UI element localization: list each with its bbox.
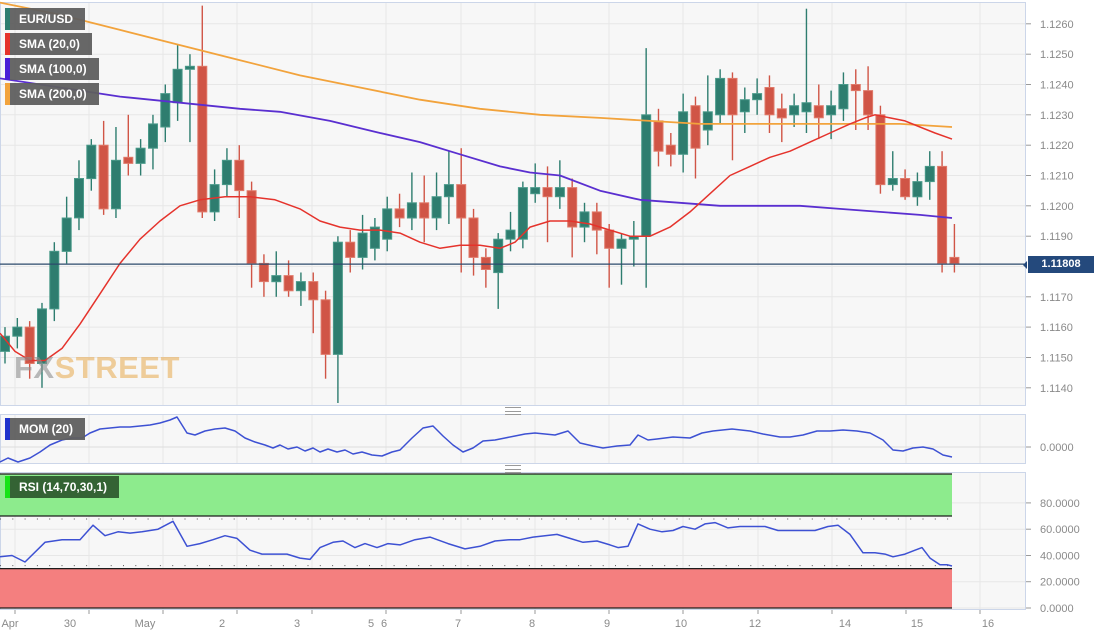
sma100-line — [0, 77, 953, 219]
legend-rsi[interactable]: RSI (14,70,30,1) — [5, 476, 120, 498]
sma20-color-swatch — [5, 33, 10, 55]
legend-mom[interactable]: MOM (20) — [5, 418, 85, 440]
rsi-axis-label: 20.0000 — [1040, 577, 1080, 589]
x-axis-label: 15 — [911, 618, 923, 630]
x-axis-label: 6 — [381, 618, 387, 630]
candlestick-series — [0, 5, 960, 403]
panel-bg-0 — [0, 2, 1026, 406]
price-axis-label: 1.1250 — [1040, 49, 1074, 61]
rsi-color-swatch — [5, 476, 10, 498]
price-axis-label: 1.1150 — [1040, 353, 1073, 365]
momentum-line — [0, 416, 953, 463]
price-axis-label: 1.1170 — [1040, 292, 1073, 304]
x-axis-label: 16 — [982, 618, 994, 630]
current-price-badge: 1.11808 — [1023, 256, 1094, 273]
x-axis-label: 30 — [64, 618, 76, 630]
rsi-axis-label: 80.0000 — [1040, 498, 1080, 510]
rsi-axis-label: 40.0000 — [1040, 551, 1080, 563]
legend-sma20[interactable]: SMA (20,0) — [5, 33, 92, 55]
x-axis-label: May — [135, 618, 156, 630]
x-axis-label: 7 — [455, 618, 461, 630]
panel-bg-1 — [0, 414, 1026, 464]
eurusd-color-swatch — [5, 8, 10, 30]
panel-resize-grip-rsi[interactable] — [505, 465, 521, 473]
x-axis-label: 12 — [749, 618, 761, 630]
legend-mom-label: MOM (20) — [10, 418, 85, 440]
rsi-oversold-band — [0, 568, 952, 609]
price-axis-label: 1.1260 — [1040, 19, 1074, 31]
x-axis-label: 9 — [604, 618, 610, 630]
legend-sma100[interactable]: SMA (100,0) — [5, 58, 99, 80]
rsi-axis-label: 0.0000 — [1040, 603, 1074, 615]
sma200-color-swatch — [5, 83, 10, 105]
legend-rsi-label: RSI (14,70,30,1) — [10, 476, 120, 498]
sma100-color-swatch — [5, 58, 10, 80]
rsi-line — [0, 520, 953, 567]
price-axis-label: 1.1190 — [1040, 231, 1073, 243]
mom-axis-label: 0.0000 — [1040, 442, 1074, 454]
price-axis-label: 1.1220 — [1040, 140, 1074, 152]
rsi-overbought-band — [0, 474, 952, 517]
legend-sma200[interactable]: SMA (200,0) — [5, 83, 99, 105]
x-axis-label: 2 — [219, 618, 225, 630]
legend-eurusd[interactable]: EUR/USD — [5, 8, 86, 30]
legend-sma20-label: SMA (20,0) — [10, 33, 92, 55]
x-axis-label: 8 — [529, 618, 535, 630]
legend-sma100-label: SMA (100,0) — [10, 58, 99, 80]
panel-resize-grip-mom[interactable] — [505, 407, 521, 415]
price-axis-label: 1.1210 — [1040, 171, 1074, 183]
x-axis-label: 14 — [839, 618, 851, 630]
x-axis-label: Apr — [1, 618, 18, 630]
x-axis-label: 3 — [294, 618, 300, 630]
sma200-line — [0, 1, 953, 128]
legend-sma200-label: SMA (200,0) — [10, 83, 99, 105]
price-axis-label: 1.1140 — [1040, 383, 1073, 395]
price-axis-label: 1.1240 — [1040, 80, 1074, 92]
x-axis-label: 5 — [368, 618, 374, 630]
x-axis-label: 10 — [675, 618, 687, 630]
sma20-line — [0, 114, 953, 362]
price-axis-label: 1.1200 — [1040, 201, 1074, 213]
price-axis-label: 1.1230 — [1040, 110, 1074, 122]
rsi-axis-label: 60.0000 — [1040, 524, 1080, 536]
mom-color-swatch — [5, 418, 10, 440]
legend-eurusd-label: EUR/USD — [10, 8, 86, 30]
price-axis-label: 1.1160 — [1040, 322, 1073, 334]
